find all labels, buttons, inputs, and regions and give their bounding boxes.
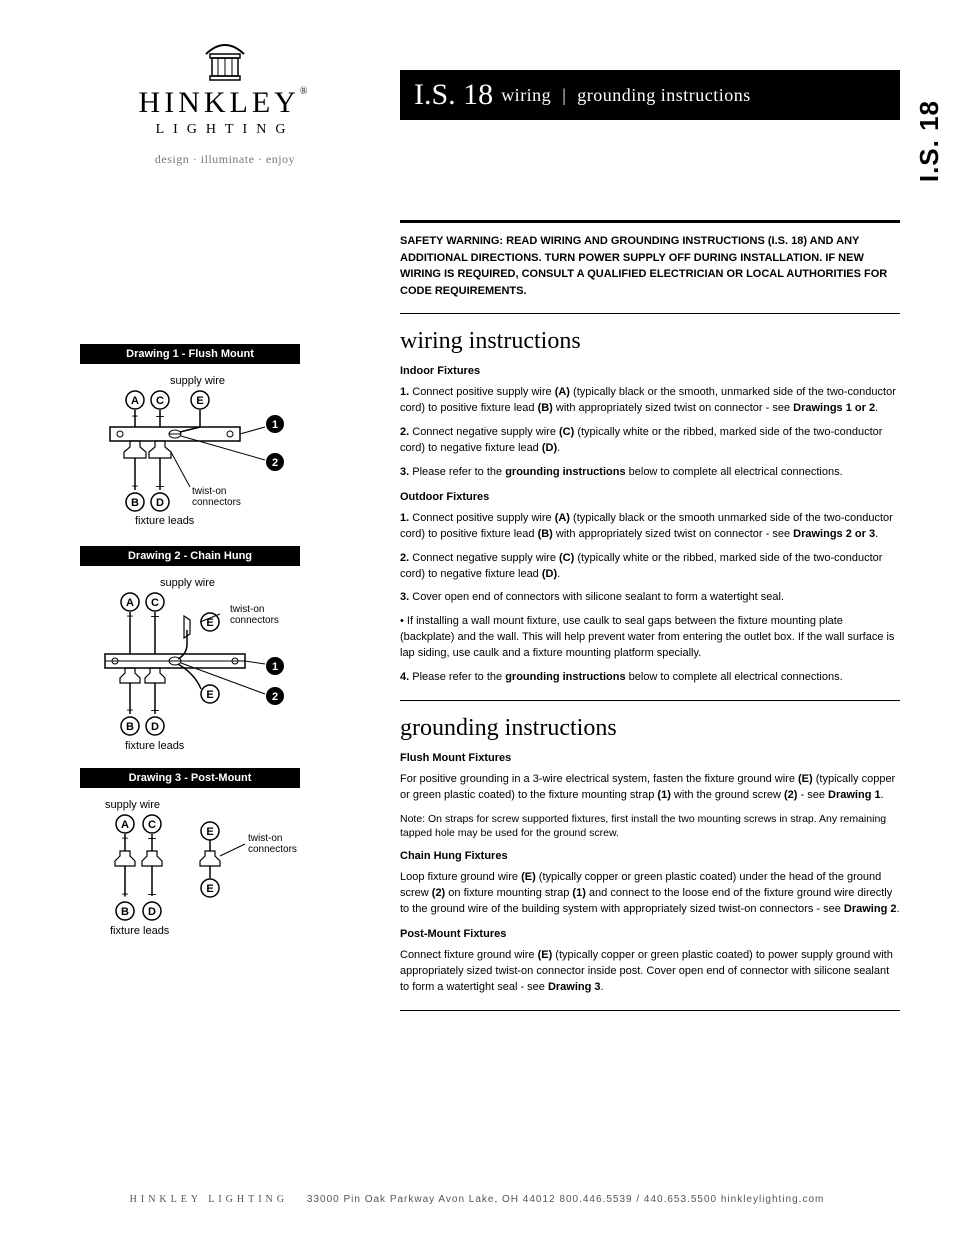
svg-text:+: + <box>126 703 133 717</box>
svg-text:–: – <box>148 885 156 901</box>
drawing-2-svg: supply wire A C + – E twist-on connector… <box>80 574 320 754</box>
page: I.S. 18 HINKLEY® LIGHTING design · illum… <box>50 40 904 1205</box>
title-code: I.S. 18 <box>414 78 493 112</box>
svg-text:E: E <box>196 395 203 407</box>
svg-text:fixture leads: fixture leads <box>135 515 195 527</box>
svg-text:connectors: connectors <box>230 615 279 626</box>
svg-text:D: D <box>148 906 156 918</box>
outdoor-step-4: 4. Please refer to the grounding instruc… <box>400 670 900 686</box>
svg-text:connectors: connectors <box>248 844 297 855</box>
page-footer: HINKLEY LIGHTING 33000 Pin Oak Parkway A… <box>50 1194 904 1205</box>
svg-text:–: – <box>151 701 159 717</box>
brand-reg-mark: ® <box>300 86 312 97</box>
d1-supply-wire: supply wire <box>170 375 225 387</box>
svg-text:fixture leads: fixture leads <box>110 925 170 937</box>
svg-text:twist-on: twist-on <box>248 833 282 844</box>
drawing-2-label: Drawing 2 - Chain Hung <box>80 546 300 566</box>
svg-text:A: A <box>121 819 129 831</box>
title-separator: | <box>562 85 566 105</box>
svg-text:1: 1 <box>272 419 278 431</box>
svg-text:fixture leads: fixture leads <box>125 740 185 752</box>
content-column: SAFETY WARNING: READ WIRING AND GROUNDIN… <box>400 220 900 1025</box>
wiring-heading: wiring instructions <box>400 328 900 355</box>
svg-text:+: + <box>121 887 128 901</box>
brand-name: HINKLEY® <box>100 86 350 120</box>
drawings-column: Drawing 1 - Flush Mount supply wire A C … <box>80 330 360 952</box>
chain-title: Chain Hung Fixtures <box>400 850 900 862</box>
svg-text:connectors: connectors <box>192 497 241 508</box>
footer-brand: HINKLEY LIGHTING <box>130 1194 288 1205</box>
brand-lantern-icon <box>200 40 250 82</box>
svg-text:2: 2 <box>272 691 278 703</box>
brand-logo-block: HINKLEY® LIGHTING design · illuminate · … <box>100 40 350 167</box>
indoor-step-2: 2. Connect negative supply wire (C) (typ… <box>400 425 900 457</box>
svg-text:B: B <box>126 721 134 733</box>
drawing-3-label: Drawing 3 - Post-Mount <box>80 768 300 788</box>
svg-text:twist-on: twist-on <box>230 604 264 615</box>
flush-title: Flush Mount Fixtures <box>400 752 900 764</box>
brand-name-text: HINKLEY <box>139 86 300 119</box>
svg-text:1: 1 <box>272 661 278 673</box>
safety-warning: SAFETY WARNING: READ WIRING AND GROUNDIN… <box>400 233 900 299</box>
footer-address: 33000 Pin Oak Parkway Avon Lake, OH 4401… <box>307 1194 824 1205</box>
svg-text:supply wire: supply wire <box>160 577 215 589</box>
flush-body: For positive grounding in a 3-wire elect… <box>400 772 900 804</box>
side-code-label: I.S. 18 <box>914 100 945 182</box>
svg-text:2: 2 <box>272 457 278 469</box>
svg-text:E: E <box>206 689 213 701</box>
drawing-1-label: Drawing 1 - Flush Mount <box>80 344 300 364</box>
brand-sub: LIGHTING <box>100 122 350 138</box>
brand-tagline: design · illuminate · enjoy <box>100 152 350 167</box>
post-title: Post-Mount Fixtures <box>400 928 900 940</box>
svg-text:C: C <box>156 395 164 407</box>
svg-text:+: + <box>131 479 138 493</box>
flush-note: Note: On straps for screw supported fixt… <box>400 812 900 840</box>
rule-after-warning <box>400 313 900 314</box>
drawing-1-svg: supply wire A C E + – + – B <box>80 372 320 532</box>
rule-mid <box>400 700 900 701</box>
indoor-step-3: 3. Please refer to the grounding instruc… <box>400 465 900 481</box>
outdoor-bullet: • If installing a wall mount fixture, us… <box>400 614 900 662</box>
title-text: wiring | grounding instructions <box>501 85 751 106</box>
outdoor-fixtures-title: Outdoor Fixtures <box>400 491 900 503</box>
title-part2: grounding instructions <box>577 85 751 105</box>
svg-text:B: B <box>121 906 129 918</box>
rule-bottom <box>400 1010 900 1011</box>
indoor-fixtures-title: Indoor Fixtures <box>400 365 900 377</box>
svg-text:–: – <box>156 477 164 493</box>
chain-body: Loop fixture ground wire (E) (typically … <box>400 870 900 918</box>
drawing-3-svg: supply wire A C E + – twist-on connector… <box>80 796 340 946</box>
svg-text:D: D <box>151 721 159 733</box>
outdoor-step-1: 1. Connect positive supply wire (A) (typ… <box>400 511 900 543</box>
rule-top <box>400 220 900 223</box>
svg-text:B: B <box>131 497 139 509</box>
post-body: Connect fixture ground wire (E) (typical… <box>400 948 900 996</box>
svg-text:A: A <box>126 597 134 609</box>
outdoor-step-2: 2. Connect negative supply wire (C) (typ… <box>400 551 900 583</box>
svg-text:E: E <box>206 883 213 895</box>
indoor-step-1: 1. Connect positive supply wire (A) (typ… <box>400 385 900 417</box>
svg-text:E: E <box>206 826 213 838</box>
svg-text:A: A <box>131 395 139 407</box>
title-part1: wiring <box>501 85 551 105</box>
svg-text:supply wire: supply wire <box>105 799 160 811</box>
title-bar: I.S. 18 wiring | grounding instructions <box>400 70 900 120</box>
svg-text:twist-on: twist-on <box>192 486 226 497</box>
grounding-heading: grounding instructions <box>400 715 900 742</box>
svg-text:D: D <box>156 497 164 509</box>
outdoor-step-3: 3. Cover open end of connectors with sil… <box>400 590 900 606</box>
